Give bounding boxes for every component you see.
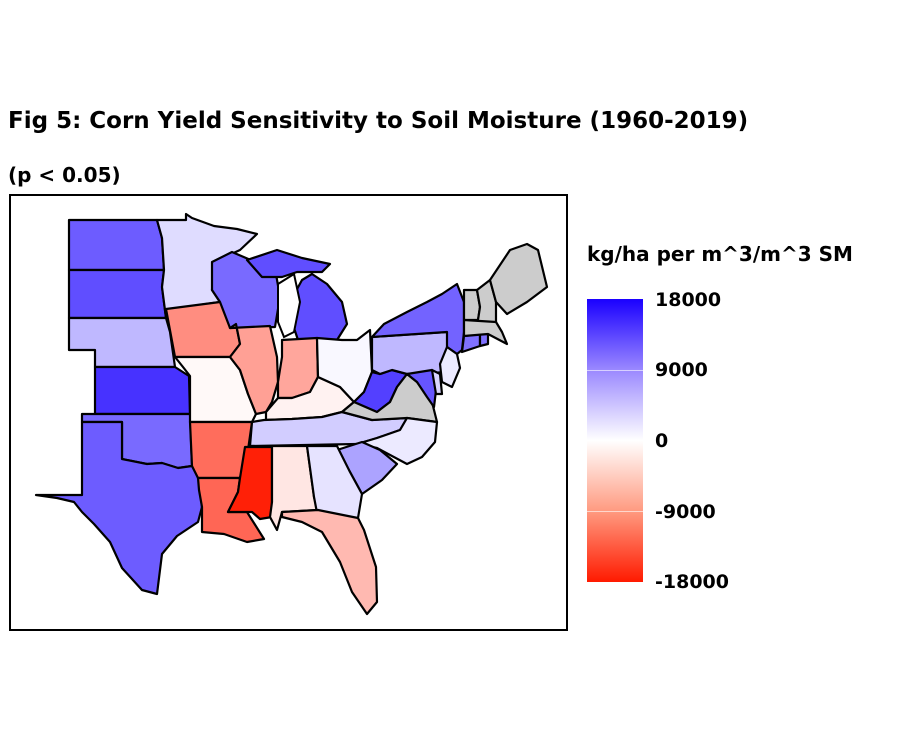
legend-tickline [587, 511, 643, 512]
state-georgia [305, 444, 364, 520]
legend-tick-label: -18000 [655, 571, 729, 593]
legend-tickline [587, 370, 643, 371]
state-new-jersey [438, 345, 462, 389]
state-rhode-island [478, 332, 490, 348]
map-svg [34, 212, 549, 616]
state-north-dakota [67, 218, 166, 272]
legend-tick-label: 18000 [655, 289, 722, 311]
state-massachusetts [462, 318, 509, 346]
lake-michigan [277, 272, 302, 339]
state-south-dakota [67, 268, 168, 320]
state-nebraska [67, 316, 177, 369]
legend-title: kg/ha per m^3/m^3 SM [587, 242, 853, 266]
legend-tick-label: 9000 [655, 359, 708, 381]
legend-tick-label: -9000 [655, 501, 716, 523]
state-north-carolina [355, 416, 439, 466]
figure-subtitle: (p < 0.05) [8, 163, 121, 187]
legend-tickline [587, 440, 643, 441]
map-panel [9, 194, 568, 631]
state-florida [280, 508, 379, 616]
legend-tick-label: 0 [655, 430, 669, 452]
state-texas [34, 420, 204, 596]
state-kansas [93, 365, 192, 416]
state-delaware [430, 368, 444, 396]
state-illinois [228, 322, 280, 416]
figure-title: Fig 5: Corn Yield Sensitivity to Soil Mo… [8, 108, 749, 134]
state-maine [488, 242, 549, 316]
